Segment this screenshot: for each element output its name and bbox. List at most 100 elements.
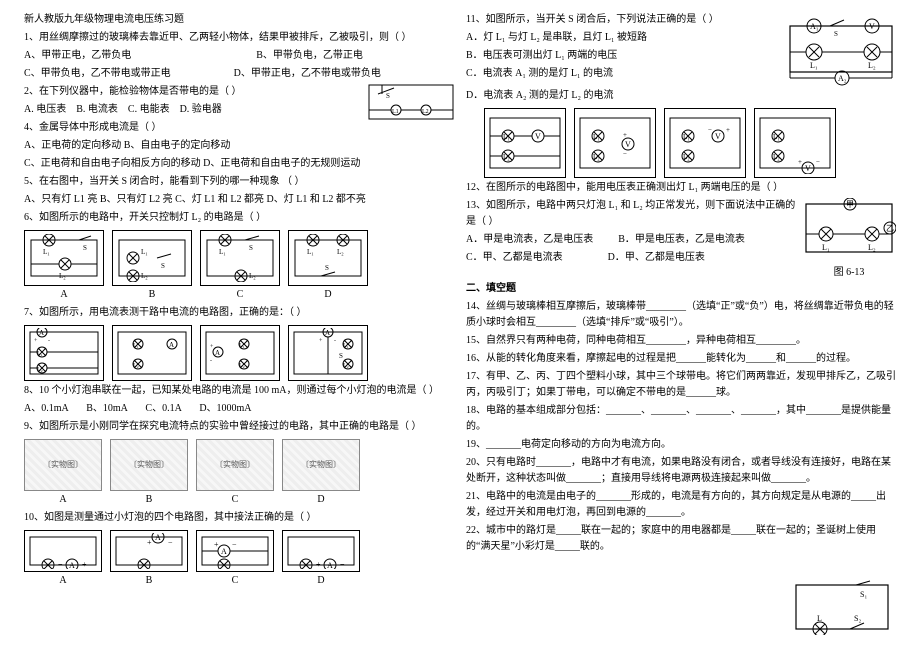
svg-text:L2: L2	[422, 109, 429, 115]
svg-text:V: V	[869, 22, 875, 31]
svg-text:-: -	[48, 338, 50, 344]
svg-text:S₁: S₁	[860, 590, 867, 599]
svg-text:S: S	[161, 262, 165, 270]
q2-d: D. 验电器	[180, 104, 222, 115]
svg-text:L₁: L₁	[141, 248, 148, 256]
q7-d: A+- L₁ L₂ S	[288, 325, 368, 381]
q6-d-label: D	[288, 287, 368, 303]
q10-d-wrap: + A − D	[282, 530, 360, 589]
q9-b-wrap: 〔实物图〕B	[110, 439, 188, 508]
q11-d: D．电流表 A₂ 测的是灯 L₂ 的电流	[466, 88, 896, 104]
svg-text:+: +	[798, 158, 802, 166]
q1-b: B、甲带负电，乙带正电	[256, 50, 363, 61]
svg-text:L₁: L₁	[219, 248, 226, 256]
q6-stem: 6、如图所示的电路中，开关只控制灯 L₂ 的电路是（ ）	[24, 210, 454, 226]
q10-a-box: − A +	[24, 530, 102, 572]
q6-c-wrap: L₁ S L₂ C	[200, 230, 280, 303]
q6-b-wrap: L₁ L₂ S B	[112, 230, 192, 303]
q9-c-label: C	[196, 492, 274, 508]
q6-d-wrap: L₁ L₂ S D	[288, 230, 368, 303]
q12-diagrams: L₁ V L₂ L₁ V+− L₂ L₁ V−+ L₂ L₁ L₂ V+−	[484, 108, 896, 178]
q5-opts: A、只有灯 L1 亮 B、只有灯 L2 亮 C、灯 L1 和 L2 都亮 D、灯…	[24, 192, 454, 208]
q8-d: D、1000mA	[199, 403, 251, 414]
q4-ab: A、正电荷的定向移动 B、自由电子的定向移动	[24, 138, 454, 154]
q7-b: A L₁ L₂	[112, 325, 192, 381]
svg-text:A: A	[69, 561, 75, 569]
q12-d: L₁ L₂ V+−	[754, 108, 836, 178]
svg-text:L₂: L₂	[59, 272, 66, 280]
q10-d-box: + A −	[282, 530, 360, 572]
q9-b-photo: 〔实物图〕	[110, 439, 188, 491]
q6-b-box: L₁ L₂ S	[112, 230, 192, 286]
svg-text:+: +	[319, 338, 323, 344]
q10-b-wrap: A+− B	[110, 530, 188, 589]
svg-text:L₁: L₁	[43, 248, 50, 256]
q9-c-photo: 〔实物图〕	[196, 439, 274, 491]
svg-text:甲: 甲	[846, 200, 854, 209]
left-column: 新人教版九年级物理电流电压练习题 1、用丝绸摩擦过的玻璃棒去靠近甲、乙两轻小物体…	[18, 12, 460, 639]
svg-text:V: V	[535, 132, 541, 141]
q12-a: L₁ V L₂	[484, 108, 566, 178]
q9-photos: 〔实物图〕A 〔实物图〕B 〔实物图〕C 〔实物图〕D	[24, 439, 454, 508]
svg-text:A: A	[169, 341, 174, 349]
q10-diagrams: − A + A A+− B A+− C	[24, 530, 454, 589]
q13-figlabel: 图 6-13	[802, 265, 896, 281]
q9-stem: 9、如图所示是小刚同学在探究电流特点的实验中曾经接过的电路，其中正确的电路是（ …	[24, 419, 454, 435]
q9-d-wrap: 〔实物图〕D	[282, 439, 360, 508]
svg-text:+: +	[34, 338, 38, 344]
q9-d-label: D	[282, 492, 360, 508]
q7-stem: 7、如图所示，用电流表测干路中电流的电路图，正确的是：（ ）	[24, 305, 454, 321]
svg-text:+: +	[623, 131, 627, 139]
q10-b-box: A+ −	[110, 530, 188, 572]
q2-c: C. 电能表	[128, 104, 170, 115]
q21: 21、电路中的电流是由电子的_______形成的，电流是有方向的，其方向规定是从…	[466, 489, 896, 521]
q18: 18、电路的基本组成部分包括：_______、_______、_______、_…	[466, 403, 896, 435]
q9-a-photo: 〔实物图〕	[24, 439, 102, 491]
svg-text:乙: 乙	[886, 224, 894, 233]
q10-c-label: C	[196, 573, 274, 589]
q10-a-label: A	[24, 573, 102, 589]
q8-c: C、0.1A	[145, 403, 181, 414]
svg-text:+: +	[316, 560, 321, 569]
q12-b: L₁ V+− L₂	[574, 108, 656, 178]
svg-text:S: S	[249, 244, 253, 252]
q6-c-box: L₁ S L₂	[200, 230, 280, 286]
svg-text:A: A	[155, 533, 161, 542]
svg-text:+: +	[147, 538, 152, 547]
q2-b: B. 电流表	[76, 104, 118, 115]
svg-text:−: −	[58, 560, 63, 569]
q7-c: A+- L₁ L₂	[200, 325, 280, 381]
svg-text:A₂: A₂	[838, 74, 847, 83]
q6-a-box: L₁ L₂ S	[24, 230, 104, 286]
svg-text:S: S	[83, 244, 87, 252]
svg-text:−: −	[168, 538, 173, 547]
q7-diagrams: A+- L₁ L₂ A L₁ L₂ A+- L₁ L₂ A+- L₁ L₂ S	[24, 325, 454, 381]
q5-stem: 5、在右图中，当开关 S 闭合时，能看到下列的哪一种现象 （ ）	[24, 174, 454, 190]
q22: 22、城市中的路灯是_____联在一起的；家庭中的用电器都是_____联在一起的…	[466, 523, 896, 555]
q7-a: A+- L₁ L₂	[24, 325, 104, 381]
svg-text:L₂: L₂	[868, 61, 876, 70]
q9-a-label: A	[24, 492, 102, 508]
q20: 20、只有电路时_______，电路中才有电流，如果电路没有闭合，或者导线没有连…	[466, 455, 896, 487]
q4-stem: 4、金属导体中形成电流是（ ）	[24, 120, 454, 136]
q10-d-label: D	[282, 573, 360, 589]
q8-opts: A、0.1mA B、10mA C、0.1A D、1000mA	[24, 401, 454, 417]
svg-text:A: A	[327, 561, 333, 569]
q1-row2: C、甲带负电，乙不带电或带正电 D、甲带正电，乙不带电或带负电	[24, 66, 454, 82]
q9-c-wrap: 〔实物图〕C	[196, 439, 274, 508]
q11-diagram: A₁ S V L₁ L₂ A₂	[786, 12, 896, 88]
svg-text:L₂: L₂	[249, 272, 256, 280]
bottom-diagram: S₁ L S₂	[792, 579, 892, 635]
svg-text:A: A	[325, 329, 330, 337]
svg-text:+: +	[214, 540, 219, 549]
svg-text:S: S	[834, 30, 838, 38]
q16: 16、从能的转化角度来看，摩擦起电的过程是把______能转化为______和_…	[466, 351, 896, 367]
q4-cd: C、正电荷和自由电子向相反方向的移动 D、正电荷和自由电子的无规则运动	[24, 156, 454, 172]
q1-stem: 1、用丝绸摩擦过的玻璃棒去靠近甲、乙两轻小物体，结果甲被排斥，乙被吸引，则（ ）	[24, 30, 454, 46]
q9-a-wrap: 〔实物图〕A	[24, 439, 102, 508]
q19: 19、_______电荷定向移动的方向为电流方向。	[466, 437, 896, 453]
q6-a-label: A	[24, 287, 104, 303]
q13-a: A．甲是电流表，乙是电压表	[466, 234, 593, 245]
q13-c: C．甲、乙都是电流表	[466, 252, 563, 263]
q12-c: L₁ V−+ L₂	[664, 108, 746, 178]
